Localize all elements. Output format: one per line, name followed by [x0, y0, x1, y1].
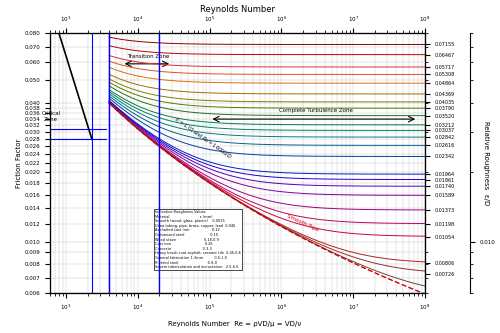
Text: $f_D = 1.01$ and $Re = 16000/D$: $f_D = 1.01$ and $Re = 16000/D$ [172, 115, 233, 162]
Text: Indicative Roughness Values
Material                           ε (mm)
Smooth (wo: Indicative Roughness Values Material ε (… [155, 210, 241, 269]
Text: Smooth Pipe: Smooth Pipe [286, 214, 320, 233]
Y-axis label: Relative Roughness  ε/D: Relative Roughness ε/D [483, 121, 489, 205]
Y-axis label: Friction Factor: Friction Factor [16, 139, 22, 188]
Text: Critical
Zone: Critical Zone [42, 111, 60, 122]
Text: Transition Zone: Transition Zone [127, 54, 170, 59]
Text: Complete Turbulence Zone: Complete Turbulence Zone [278, 108, 352, 113]
Text: Reynolds Number  Re = ρVD/μ = VD/ν: Reynolds Number Re = ρVD/μ = VD/ν [168, 321, 302, 327]
X-axis label: Reynolds Number: Reynolds Number [200, 5, 275, 14]
